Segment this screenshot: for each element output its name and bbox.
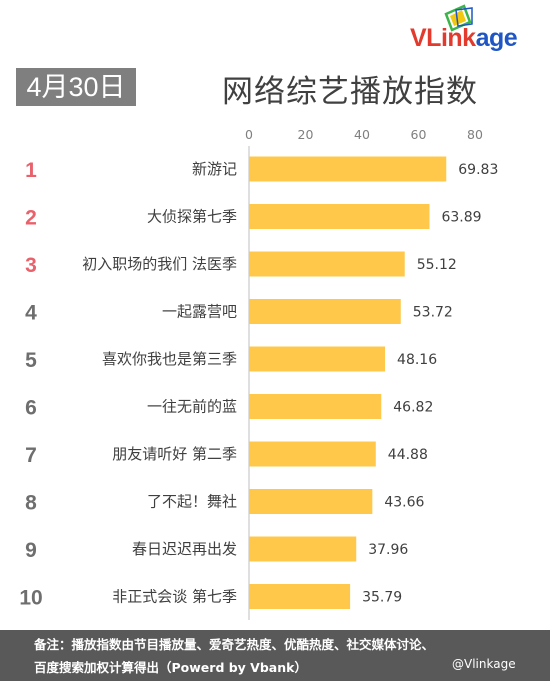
rank-number: 4: [25, 302, 37, 325]
category-label: 了不起！舞社: [147, 493, 237, 511]
category-label: 大侦探第七季: [147, 208, 237, 226]
weibo-watermark: @Vlinkage: [452, 657, 516, 671]
page-title: 网络综艺播放指数: [222, 74, 478, 110]
bar-value-label: 55.12: [417, 257, 457, 273]
category-label: 喜欢你我也是第三季: [102, 350, 237, 368]
footer-note-line1: 备注：播放指数由节目播放量、爱奇艺热度、优酷热度、社交媒体讨论、: [34, 637, 435, 652]
bar-value-label: 44.88: [388, 447, 428, 463]
bar: [249, 394, 382, 419]
rank-number: 6: [25, 397, 37, 420]
x-tick-label: 20: [298, 127, 314, 142]
rank-number: 7: [25, 444, 37, 467]
category-label: 初入职场的我们 法医季: [82, 255, 237, 273]
logo-prefix: VLink: [410, 24, 476, 52]
footer-note-line2: 百度搜索加权计算得出（Powerd by Vbank）: [34, 660, 307, 675]
category-label: 春日迟迟再出发: [132, 540, 237, 558]
category-label: 一起露营吧: [162, 303, 237, 321]
bar-value-label: 53.72: [413, 305, 453, 321]
rank-number: 8: [25, 492, 37, 515]
rank-number: 5: [25, 349, 37, 372]
logo-square-icon: [444, 4, 473, 32]
category-label: 新游记: [192, 160, 237, 178]
bar-value-label: 46.82: [393, 400, 433, 416]
bar: [249, 251, 405, 277]
bar-value-label: 69.83: [458, 162, 498, 178]
category-label: 一往无前的蓝: [147, 398, 237, 416]
logo-suffix: age: [475, 24, 518, 52]
category-label: 非正式会谈 第七季: [112, 588, 237, 606]
rank-number: 2: [25, 207, 37, 230]
bar-chart: 0 20 40 60 80 69.83 新游记 1 63.89 大侦探第七季 2 55.12 初入职场的…: [19, 127, 498, 620]
category-label: 朋友请听好 第二季: [112, 445, 237, 463]
x-tick-label: 60: [411, 127, 427, 142]
x-tick-label: 80: [467, 127, 483, 142]
bar: [249, 489, 373, 514]
bar-value-label: 43.66: [384, 495, 424, 511]
vlinkage-logo: VLinkage: [410, 4, 540, 53]
x-tick-label: 0: [245, 127, 253, 142]
rank-number: 9: [25, 539, 37, 562]
bar: [249, 204, 430, 229]
bar-value-label: 63.89: [441, 210, 481, 226]
rank-number: 1: [25, 159, 37, 182]
bar: [249, 536, 357, 562]
date-label: 4月30日: [16, 68, 136, 106]
bar-value-label: 37.96: [368, 542, 408, 558]
x-tick-label: 40: [354, 127, 370, 142]
rank-number: 10: [19, 587, 42, 610]
bar-value-label: 48.16: [397, 352, 437, 368]
rank-number: 3: [25, 254, 37, 277]
bar: [249, 346, 386, 372]
bar: [249, 299, 401, 324]
bar: [249, 584, 351, 609]
bar-value-label: 35.79: [362, 590, 402, 606]
bar: [249, 156, 447, 182]
bar: [249, 441, 376, 467]
footer-band: [0, 630, 550, 681]
